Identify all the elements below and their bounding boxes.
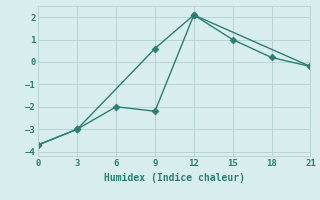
X-axis label: Humidex (Indice chaleur): Humidex (Indice chaleur) [104,173,245,183]
